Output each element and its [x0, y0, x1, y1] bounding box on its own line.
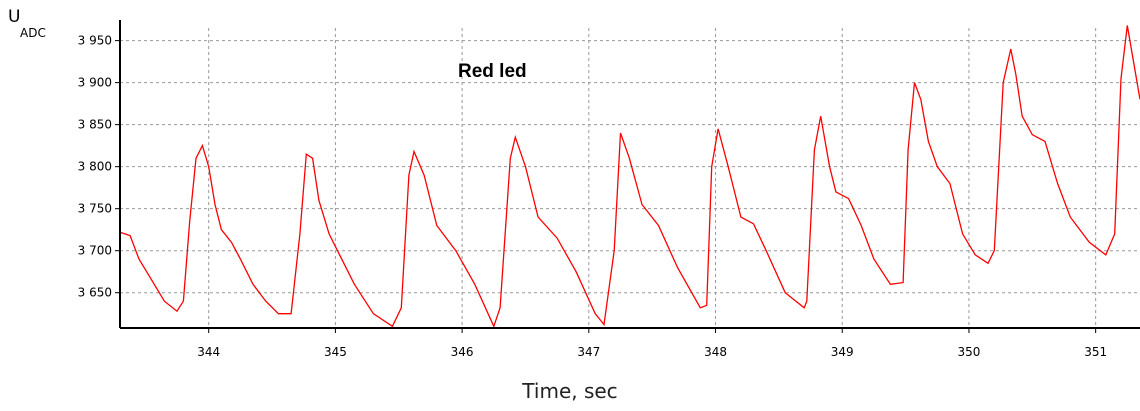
y-tick-label: 3 850 [78, 118, 112, 132]
tick-marks [115, 40, 1097, 333]
x-tick-label: 351 [1084, 345, 1107, 359]
x-axis-label: Time, sec [521, 379, 617, 403]
y-tick-label: 3 750 [78, 202, 112, 216]
y-tick-label: 3 650 [78, 286, 112, 300]
y-tick-label: 3 800 [78, 160, 112, 174]
y-axis-label-subscript: ADC [20, 26, 46, 40]
series-line-red-led [119, 25, 1140, 329]
x-tick-label: 346 [451, 345, 474, 359]
x-tick-label: 345 [324, 345, 347, 359]
y-axis-label: U [8, 7, 20, 27]
y-tick-label: 3 900 [78, 76, 112, 90]
grid-lines [120, 28, 1140, 328]
x-tick-label: 347 [577, 345, 600, 359]
x-tick-label: 349 [831, 345, 854, 359]
x-tick-label: 348 [704, 345, 727, 359]
y-tick-label: 3 950 [78, 34, 112, 48]
x-tick-label: 350 [957, 345, 980, 359]
y-tick-label: 3 700 [78, 244, 112, 258]
chart-title: Red led [458, 61, 527, 82]
x-tick-label: 344 [197, 345, 220, 359]
